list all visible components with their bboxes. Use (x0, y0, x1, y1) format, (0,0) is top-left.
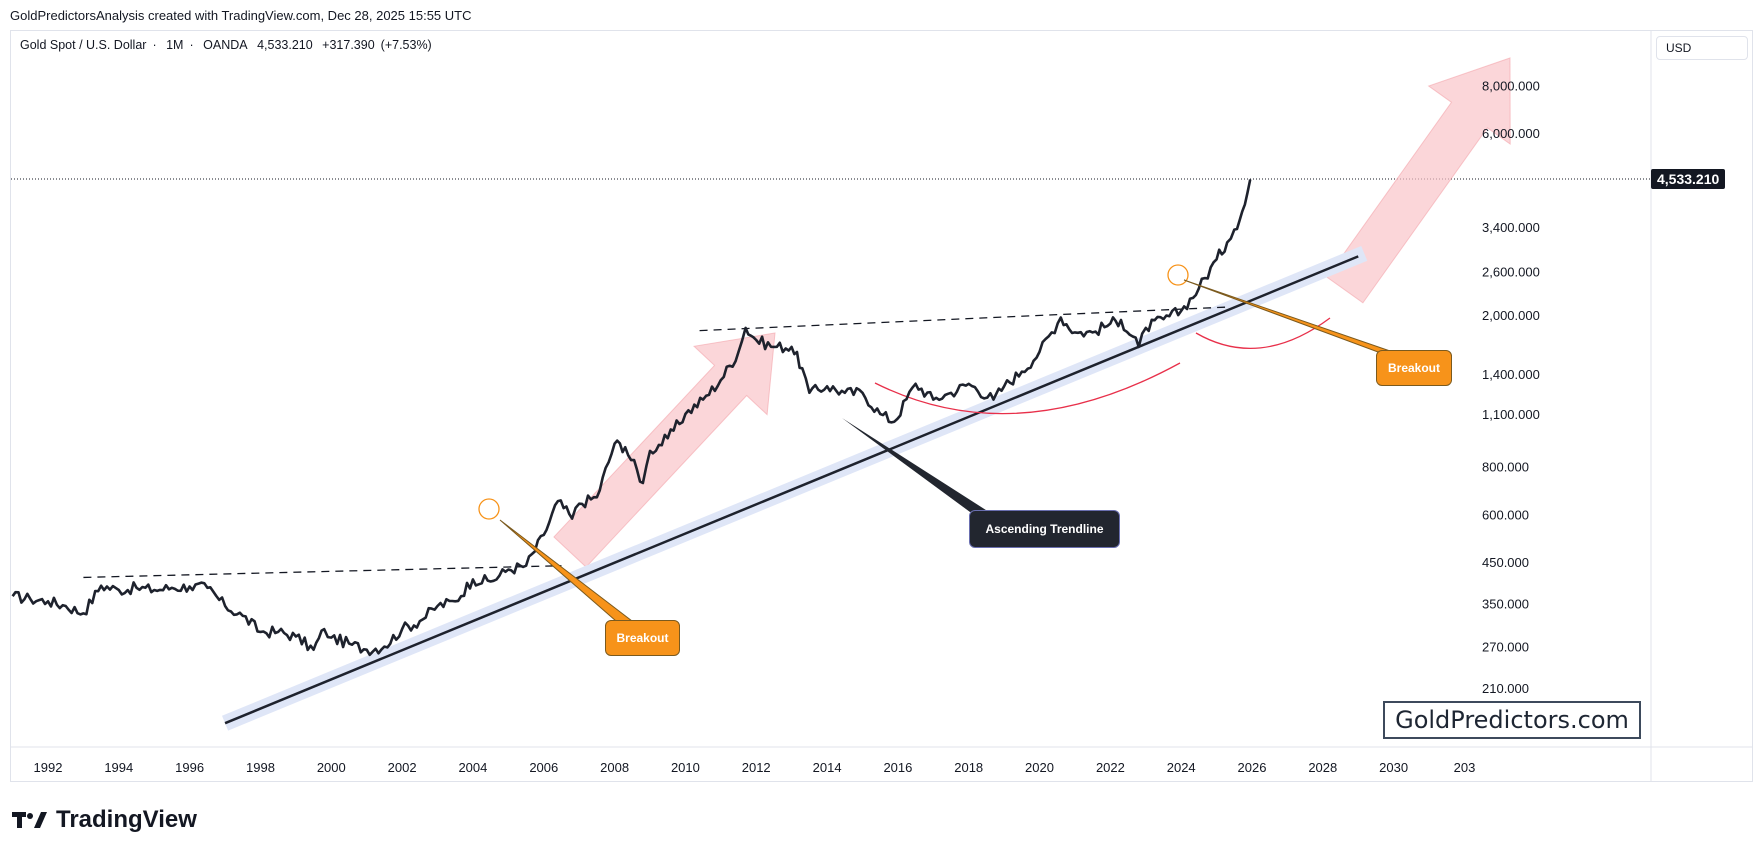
x-tick-label: 1996 (175, 760, 204, 775)
y-tick-label: 3,400.000 (1482, 220, 1540, 235)
y-tick-label: 800.000 (1482, 460, 1529, 475)
y-tick-label: 210.000 (1482, 681, 1529, 696)
y-tick-label: 270.000 (1482, 640, 1529, 655)
ascending-trendline[interactable] (224, 255, 1359, 725)
x-tick-label: 1992 (34, 760, 63, 775)
y-tick-label: 8,000.000 (1482, 78, 1540, 93)
chart-frame[interactable] (10, 30, 1753, 782)
x-tick-label: 1998 (246, 760, 275, 775)
gold-price-line[interactable] (11, 179, 1252, 657)
y-tick-label: 600.000 (1482, 507, 1529, 522)
x-tick-label: 2020 (1025, 760, 1054, 775)
x-tick-label: 2012 (742, 760, 771, 775)
x-tick-label: 2006 (529, 760, 558, 775)
breakout-marker-2[interactable] (1167, 264, 1189, 286)
upward-arrow-1 (553, 332, 776, 568)
x-tick-label: 2010 (671, 760, 700, 775)
x-tick-label: 2024 (1167, 760, 1196, 775)
upward-arrow-2 (1326, 57, 1511, 304)
symbol-change-pct: (+7.53%) (380, 38, 432, 52)
trendline-callout-tail (842, 418, 989, 512)
y-tick-label: 350.000 (1482, 597, 1529, 612)
y-tick-label: 1,400.000 (1482, 367, 1540, 382)
y-tick-label: 1,100.000 (1482, 407, 1540, 422)
resistance (83, 306, 1231, 579)
arrows (553, 57, 1511, 568)
ascending-trendline-callout[interactable]: Ascending Trendline (969, 510, 1120, 548)
symbol-interval: 1M (166, 38, 184, 52)
y-tick-label: 450.000 (1482, 555, 1529, 570)
symbol-name: Gold Spot / U.S. Dollar (20, 38, 147, 52)
series (11, 179, 1252, 657)
axes-lines (11, 31, 1752, 782)
x-tick-label: 1994 (104, 760, 133, 775)
symbol-legend[interactable]: Gold Spot / U.S. Dollar · 1M · OANDA 4,533… (20, 38, 432, 52)
y-tick-label: 2,600.000 (1482, 265, 1540, 280)
breakout-callout-2[interactable]: Breakout (1376, 350, 1452, 386)
resistance-line-2[interactable] (699, 306, 1231, 332)
x-tick-label: 2004 (458, 760, 487, 775)
resistance-line-1[interactable] (83, 565, 562, 579)
x-tick-label: 2026 (1238, 760, 1267, 775)
x-tick-label: 2008 (600, 760, 629, 775)
breakout-marker-1[interactable] (478, 498, 500, 520)
x-tick-label: 2030 (1379, 760, 1408, 775)
y-tick-label: 2,000.000 (1482, 308, 1540, 323)
tradingview-logo[interactable]: TradingView (12, 806, 197, 834)
x-tick-label: 2002 (388, 760, 417, 775)
symbol-source: OANDA (203, 38, 248, 52)
x-tick-label: 2014 (813, 760, 842, 775)
y-tick-label: 6,000.000 (1482, 126, 1540, 141)
symbol-change: +317.390 (322, 38, 375, 52)
x-tick-label: 2000 (317, 760, 346, 775)
chart-credit: GoldPredictorsAnalysis created with Trad… (10, 8, 472, 23)
last-price-tag: 4,533.210 (1651, 169, 1726, 189)
symbol-price: 4,533.210 (257, 38, 313, 52)
tradingview-logo-text: TradingView (56, 806, 197, 833)
currency-button[interactable]: USD (1656, 36, 1748, 60)
breakout-callout-1[interactable]: Breakout (605, 620, 680, 656)
rounding-bottom-curve (874, 362, 1181, 415)
x-tick-label: 2022 (1096, 760, 1125, 775)
goldpredictors-watermark: GoldPredictors.com (1383, 701, 1641, 739)
y-axis-ticks: 8,000.000 6,000.000 3,400.000 2,600.000 2,00… (1482, 78, 1540, 739)
x-tick-label: 2028 (1308, 760, 1337, 775)
x-tick-label: 2018 (954, 760, 983, 775)
markers (478, 264, 1189, 520)
trend (222, 245, 1368, 731)
x-axis-ticks: 1992 1994 1996 1998 2000 2002 2004 2006 2008 2010… (34, 760, 1476, 775)
x-tick-label: 203 (1454, 760, 1476, 775)
tradingview-logo-icon (12, 812, 47, 828)
callout-tails (499, 279, 1394, 622)
x-tick-label: 2016 (883, 760, 912, 775)
